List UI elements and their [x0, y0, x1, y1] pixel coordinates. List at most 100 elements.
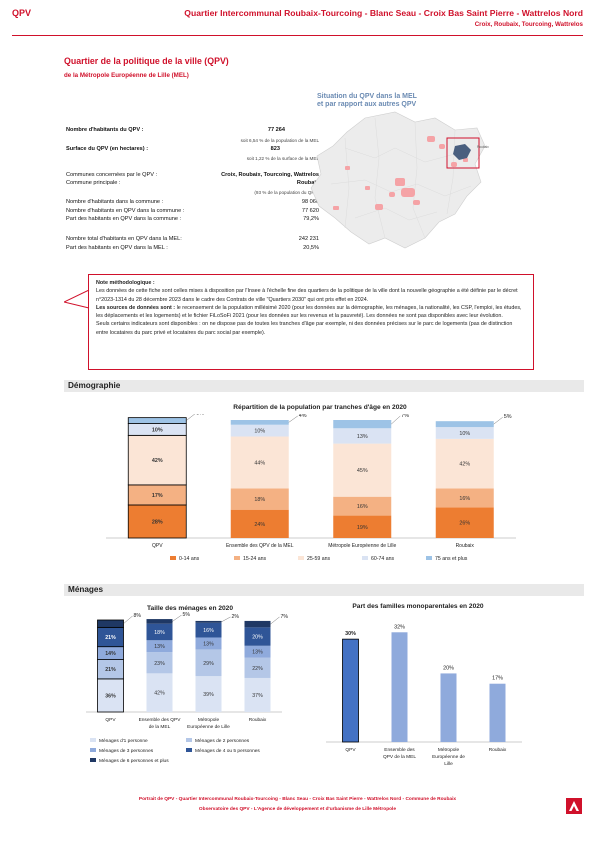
bar-2 — [440, 673, 457, 742]
principale-note: (93 % de la population du QPV) — [254, 190, 319, 195]
data-label: 13% — [252, 650, 263, 656]
legend-label: Ménages d'1 personne — [99, 738, 148, 744]
category-label: QPV — [152, 543, 163, 549]
bar-segment-3-2 — [244, 645, 271, 658]
habitants-value: 77 264 — [267, 127, 285, 133]
bar-segment-2-2 — [195, 637, 222, 650]
data-label: 37% — [252, 693, 263, 699]
data-label: 5% — [504, 414, 512, 420]
note-paragraph-2: Les sources de données sont : le recense… — [96, 304, 526, 321]
bar-segment-1-2 — [230, 436, 289, 489]
bar-segment-2-2 — [333, 443, 392, 497]
hab-qpv-commune-label: Nombre d'habitants en QPV dans la commun… — [66, 208, 185, 214]
data-label: 26% — [459, 521, 470, 527]
data-label: 10% — [152, 427, 163, 433]
data-label: 36% — [105, 693, 116, 699]
bar-segment-3-3 — [435, 427, 494, 439]
data-label: 21% — [105, 635, 116, 641]
data-label: 23% — [154, 661, 165, 667]
category-label: Européenne de — [432, 754, 465, 760]
legend-label: Ménages de 6 personnes et plus — [99, 758, 169, 764]
category-label: Lille — [444, 761, 453, 767]
note-sources-lead: Les sources de données sont : — [96, 304, 176, 311]
map-inset-label: Roubaix — [477, 145, 489, 149]
bar-3 — [489, 683, 506, 742]
principale-value: Roubaix — [296, 180, 319, 186]
bar-segment-3-4 — [435, 421, 494, 428]
category-label: QPV — [105, 717, 116, 723]
data-label: 45% — [357, 468, 368, 474]
category-label: Métropole — [198, 717, 220, 723]
data-label: 10% — [254, 429, 265, 435]
bar-segment-1-1 — [146, 652, 173, 674]
legend-label: 25-59 ans — [307, 556, 330, 562]
footer-line-1: Portrait de QPV - Quartier Intercommunal… — [138, 797, 457, 802]
data-label: 14% — [105, 651, 116, 657]
age-chart: 28% 17% 42% 10% 5% QPV 24% 18% 44% 10% 4% Ensemble … — [106, 414, 516, 562]
hab-qpv-commune-value: 77 620 — [301, 208, 319, 214]
note-paragraph-1: Les données de cette fiche sont celles m… — [96, 288, 518, 303]
total-mel-value: 242 231 — [298, 236, 319, 242]
category-label: Ensemble des QPV de la MEL — [226, 543, 294, 549]
bar-segment-1-0 — [146, 673, 173, 712]
legend-swatch — [90, 738, 96, 742]
bar-segment-1-0 — [230, 509, 289, 538]
data-label: 5% — [196, 414, 204, 417]
bar-segment-2-4 — [195, 620, 222, 623]
legend-swatch — [170, 556, 176, 560]
bar-segment-3-1 — [435, 488, 494, 508]
category-label: Métropole Européenne de Lille — [328, 543, 396, 549]
data-label-leader — [221, 616, 231, 623]
part-commune-label: Part des habitants en QPV dans la commun… — [66, 216, 182, 222]
data-label: 30% — [345, 631, 356, 637]
data-label: 10% — [459, 431, 470, 437]
bar-segment-2-4 — [333, 420, 392, 429]
data-label-leader — [123, 615, 133, 624]
bar-segment-3-0 — [244, 677, 271, 712]
part-mel-value: 20,5% — [303, 245, 319, 251]
surface-label: Surface du QPV (en hectares) : — [66, 146, 149, 152]
data-label: 42% — [154, 691, 165, 697]
agency-logo-icon — [566, 798, 582, 814]
data-label: 24% — [254, 522, 265, 528]
data-label: 13% — [203, 641, 214, 647]
note-paragraph-3: Seuls certains indicateurs sont disponib… — [96, 321, 513, 336]
bar-segment-0-0 — [97, 678, 124, 713]
hab-commune-label: Nombre d'habitants dans la commune : — [66, 199, 164, 205]
hab-commune-value: 98 066 — [301, 199, 319, 205]
data-label: 32% — [394, 624, 405, 630]
bar-segment-2-1 — [195, 649, 222, 677]
legend-swatch — [90, 748, 96, 752]
communes-value: Croix, Roubaix, Tourcoing, Wattrelos — [221, 172, 319, 178]
surface-value: 823 — [270, 146, 280, 152]
data-label: 17% — [492, 676, 503, 682]
page-title: Quartier de la politique de la ville (QP… — [64, 56, 229, 66]
data-label: 42% — [459, 462, 470, 468]
data-label: 16% — [203, 628, 214, 634]
bar-segment-3-3 — [244, 627, 271, 646]
header-title: Quartier Intercommunal Roubaix-Tourcoing… — [184, 8, 583, 18]
methodology-note: Note méthodologique : Les données de cet… — [88, 274, 534, 370]
legend-label: 60-74 ans — [371, 556, 394, 562]
legend-swatch — [362, 556, 368, 560]
data-label: 17% — [152, 493, 163, 499]
qpv-frame — [446, 137, 480, 169]
bar-segment-2-3 — [333, 428, 392, 444]
qpv-area — [453, 144, 471, 160]
category-label: Ensemble des QPV — [139, 717, 182, 723]
data-label-leader — [391, 415, 401, 425]
page-subtitle: de la Métropole Européenne de Lille (MEL… — [64, 72, 189, 79]
situation-map: Situation du QPV dans la MEL et par rapp… — [305, 88, 510, 263]
menages-chart: 36% 21% 14% 21% 8% QPV 42% 23% 13% 18% 5% Ensemble … — [86, 612, 288, 764]
data-label: 2% — [232, 614, 240, 620]
data-label-leader — [270, 616, 280, 625]
note-pointer — [64, 290, 90, 309]
bar-segment-0-4 — [127, 417, 187, 424]
data-label: 8% — [134, 613, 142, 619]
bar-segment-2-0 — [195, 676, 222, 712]
data-label-leader — [186, 414, 196, 421]
category-label: Ensemble des — [384, 747, 415, 753]
bar-segment-1-3 — [230, 424, 289, 437]
menages-chart-title: Taille des ménages en 2020 — [146, 605, 233, 612]
part-mel-label: Part des habitants en QPV dans la MEL : — [66, 245, 168, 251]
